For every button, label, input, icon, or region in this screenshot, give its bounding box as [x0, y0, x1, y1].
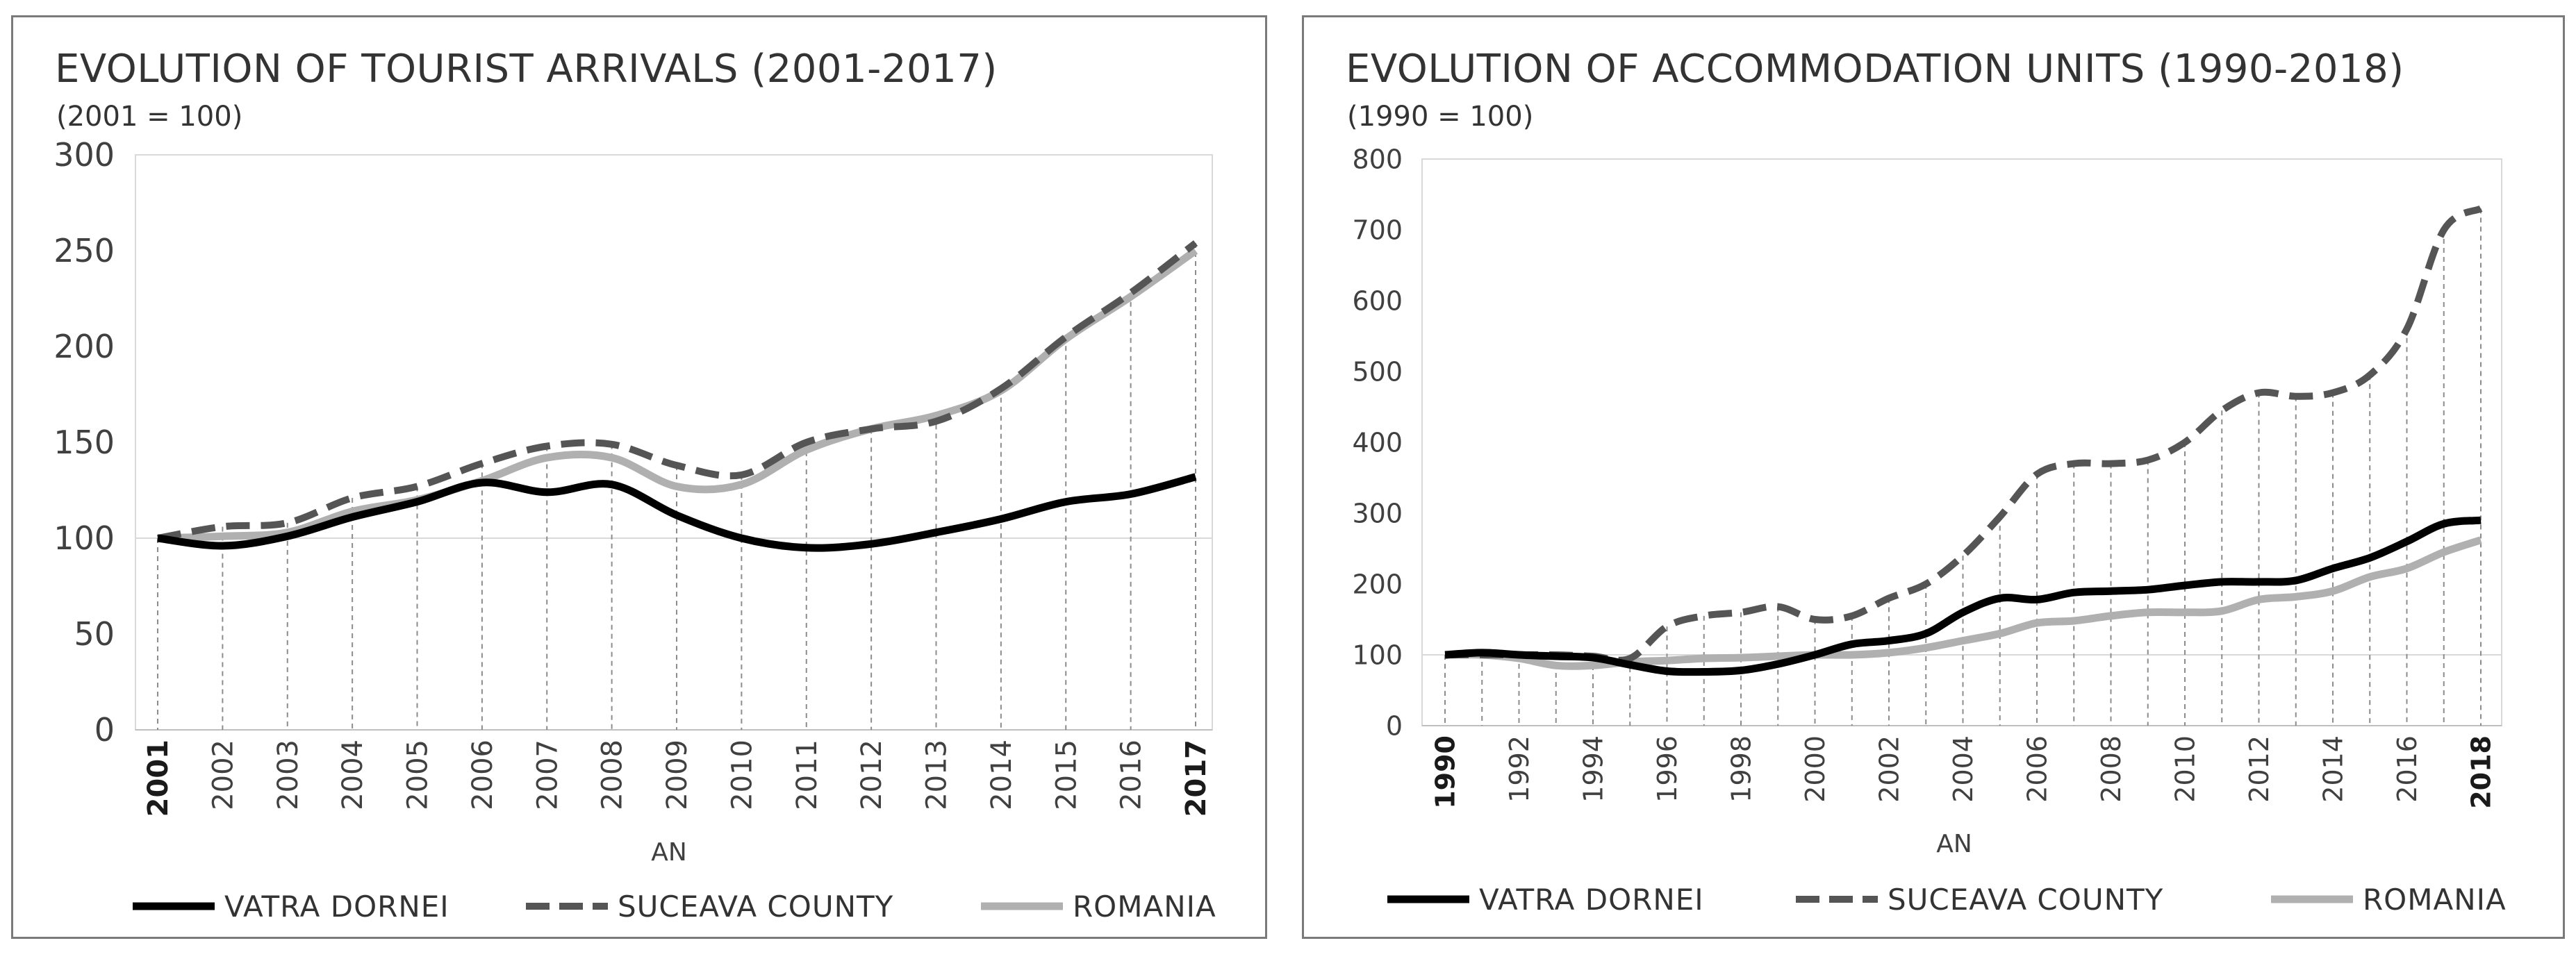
series-line-vatra-dornei	[1444, 516, 2482, 676]
y-tick-label: 200	[1352, 569, 1403, 599]
chart-subtitle: (2001 = 100)	[56, 101, 243, 133]
x-tick-label: 2013	[921, 740, 953, 810]
y-tick-label: 150	[53, 424, 115, 461]
x-tick-label: 2010	[2170, 735, 2200, 803]
y-tick-label: 300	[53, 136, 115, 174]
x-tick-label: 2012	[2244, 735, 2274, 803]
x-tick-label: 2006	[2022, 735, 2052, 803]
chart-title: EVOLUTION OF TOURIST ARRIVALS (2001-2017…	[55, 47, 998, 92]
y-tick-label: 600	[1352, 285, 1403, 316]
x-tick-label: 2011	[791, 740, 823, 810]
x-tick-label: 2005	[402, 740, 434, 810]
chart-panel-accommodation-units: EVOLUTION OF ACCOMMODATION UNITS (1990-2…	[1302, 15, 2565, 939]
x-tick-label: 1994	[1578, 735, 1608, 803]
legend-label: VATRA DORNEI	[1479, 883, 1704, 917]
y-tick-label: 0	[1386, 710, 1403, 741]
chart-panel-tourist-arrivals: EVOLUTION OF TOURIST ARRIVALS (2001-2017…	[11, 15, 1267, 939]
x-tick-label: 2001	[142, 740, 174, 817]
y-tick-label: 250	[53, 232, 115, 269]
x-tick-label: 2012	[856, 740, 888, 810]
legend-label: SUCEAVA COUNTY	[618, 890, 893, 924]
x-tick-label: 2016	[1116, 740, 1148, 810]
y-tick-label: 300	[1352, 498, 1403, 528]
x-axis-title: AN	[1936, 830, 1972, 858]
x-tick-label: 2014	[2318, 735, 2348, 803]
x-tick-label: 2002	[1874, 735, 1904, 803]
x-tick-label: 2003	[272, 740, 304, 810]
legend-label: VATRA DORNEI	[224, 890, 449, 924]
x-tick-label: 2010	[726, 740, 758, 810]
x-tick-label: 2014	[986, 740, 1018, 810]
y-tick-label: 100	[1352, 640, 1403, 670]
legend-label: ROMANIA	[2363, 883, 2507, 917]
x-tick-label: 2017	[1180, 740, 1212, 817]
x-tick-label: 2008	[2096, 735, 2127, 803]
x-tick-label: 2002	[207, 740, 239, 810]
y-tick-label: 0	[94, 711, 115, 749]
series-line-suceava-county	[157, 240, 1198, 542]
x-tick-label: 2015	[1050, 740, 1082, 810]
y-tick-label: 400	[1352, 427, 1403, 458]
x-tick-label: 2004	[1948, 735, 1979, 803]
x-tick-label: 2018	[2466, 735, 2496, 809]
x-tick-label: 2009	[661, 740, 693, 810]
accommodation-units-chart: 0 100 200 300 400 500 600 700 800 1990 1992 1994 199…	[1352, 144, 2507, 917]
y-tick-label: 200	[53, 328, 115, 365]
x-tick-label: 2007	[531, 740, 563, 810]
legend-label: ROMANIA	[1073, 890, 1216, 924]
x-tick-label: 1996	[1652, 735, 1683, 803]
y-tick-label: 500	[1352, 356, 1403, 387]
x-tick-label: 2016	[2392, 735, 2422, 803]
chart-title: EVOLUTION OF ACCOMMODATION UNITS (1990-2…	[1346, 47, 2404, 92]
tourist-arrivals-chart: 0 50 100 150 200 250 300 2001 2002 2003 2004 2005 20…	[53, 136, 1216, 924]
x-tick-label: 1990	[1430, 735, 1460, 809]
series-line-suceava-county	[1445, 205, 2483, 664]
y-tick-label: 700	[1352, 215, 1403, 245]
x-axis-title: AN	[651, 838, 687, 867]
x-tick-label: 2008	[597, 740, 629, 810]
series-line-vatra-dornei	[157, 473, 1197, 552]
chart-subtitle: (1990 = 100)	[1347, 101, 1534, 133]
y-tick-label: 100	[53, 519, 115, 557]
x-tick-label: 1998	[1726, 735, 1756, 803]
x-tick-label: 2004	[337, 740, 369, 810]
x-tick-label: 1992	[1504, 735, 1535, 803]
y-tick-label: 50	[74, 615, 115, 653]
x-tick-label: 2006	[467, 740, 499, 810]
x-tick-label: 2000	[1800, 735, 1831, 803]
legend-label: SUCEAVA COUNTY	[1888, 883, 2163, 917]
y-tick-label: 800	[1352, 144, 1403, 174]
plot-area	[135, 154, 1213, 731]
